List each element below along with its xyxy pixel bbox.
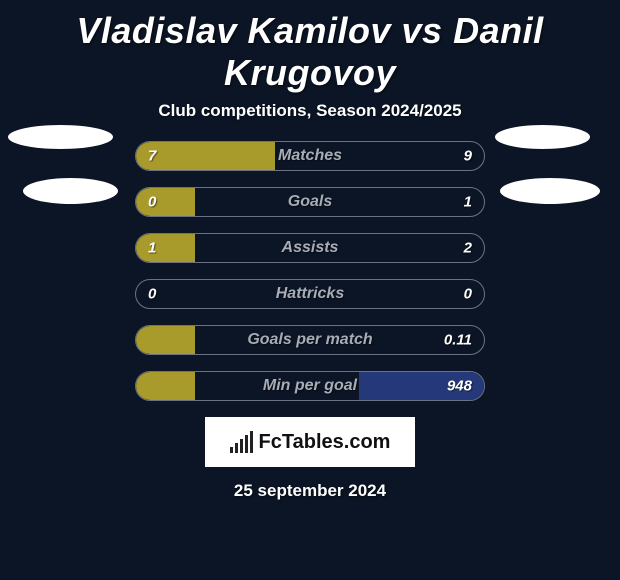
stat-right-value: 1 — [464, 194, 472, 211]
stat-label: Hattricks — [136, 285, 484, 303]
logo-text: FcTables.com — [259, 431, 391, 454]
stat-row: Matches7 9 — [135, 141, 485, 171]
logo-box: FcTables.com — [205, 417, 415, 467]
date-text: 25 september 2024 — [0, 481, 620, 501]
stat-right-value: 0 — [464, 286, 472, 303]
stat-row: Assists1 2 — [135, 233, 485, 263]
stat-label: Goals — [136, 193, 484, 211]
stat-label: Min per goal — [136, 377, 484, 395]
stats-container: Matches79Goals01Assists12Hattricks00Goal… — [135, 141, 485, 401]
player-photo-placeholder — [500, 178, 600, 204]
stat-right-value: 948 — [447, 378, 472, 395]
page-title: Vladislav Kamilov vs Danil Krugovoy — [0, 0, 620, 97]
stat-label: Matches — [136, 147, 484, 165]
stat-right-value: 9 — [464, 148, 472, 165]
stat-row: Min per goal948 — [135, 371, 485, 401]
stat-left-value: 0 — [148, 286, 156, 303]
stat-row: Hattricks0 0 — [135, 279, 485, 309]
stat-right-value: 2 — [464, 240, 472, 257]
stat-right-value: 0.11 — [444, 332, 472, 349]
stat-left-value: 1 — [148, 240, 156, 257]
player-photo-placeholder — [8, 125, 113, 149]
stat-row: Goals0 1 — [135, 187, 485, 217]
player-photo-placeholder — [23, 178, 118, 204]
player-photo-placeholder — [495, 125, 590, 149]
stat-label: Goals per match — [136, 331, 484, 349]
stat-left-value: 7 — [148, 148, 156, 165]
stat-row: Goals per match0.11 — [135, 325, 485, 355]
stat-left-value: 0 — [148, 194, 156, 211]
stat-label: Assists — [136, 239, 484, 257]
logo-bars-icon — [230, 431, 253, 453]
